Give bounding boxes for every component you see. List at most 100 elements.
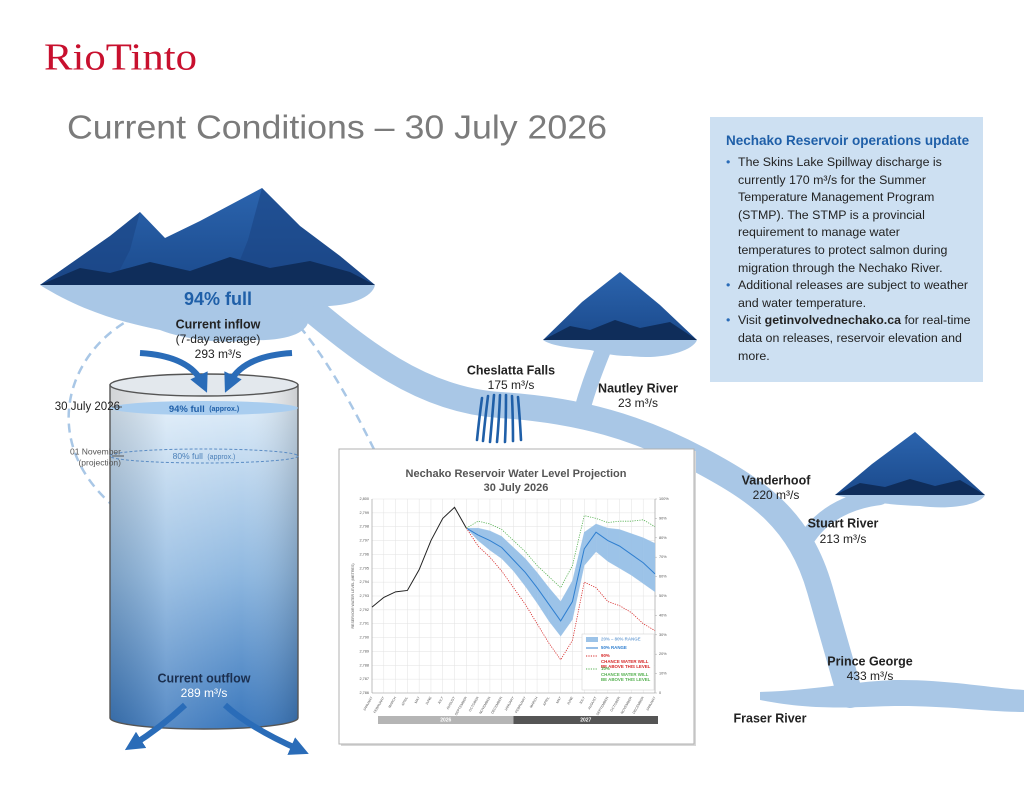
x-tick-label: JUNE xyxy=(425,695,433,705)
range-band xyxy=(619,529,632,576)
location-name: Fraser River xyxy=(734,711,807,725)
y-tick-label: 2,793 xyxy=(359,594,369,598)
info-list: The Skins Lake Spillway discharge is cur… xyxy=(726,154,971,365)
y-tick-label: 2,791 xyxy=(359,622,369,626)
connector-dot xyxy=(286,311,294,319)
y-tick-label: 2,790 xyxy=(359,636,369,640)
location-flow: 23 m³/s xyxy=(618,396,658,410)
tank-top xyxy=(109,373,299,397)
x-tick-label: MARCH xyxy=(529,695,539,708)
mountain-base xyxy=(40,257,375,285)
legend-note: CHANCE WATER WILL BE ABOVE THIS LEVEL xyxy=(601,671,651,682)
chart: Nechako Reservoir Water Level Projection… xyxy=(351,468,669,724)
mountain xyxy=(835,432,985,495)
legend-box xyxy=(581,633,655,691)
y-tick-label: 2,796 xyxy=(359,552,369,556)
y2-tick-label: 50% xyxy=(659,594,667,598)
y-tick-label: 2,788 xyxy=(359,663,369,667)
location-flow: 433 m³/s xyxy=(847,669,894,683)
y-tick-label: 2,792 xyxy=(359,608,369,612)
year-bar xyxy=(513,716,658,724)
location-flow: 220 m³/s xyxy=(753,488,800,502)
y-tick-label: 2,789 xyxy=(359,649,369,653)
projected-level-note: (approx.) xyxy=(207,454,235,461)
location-flow: 213 m³/s xyxy=(820,532,867,546)
projected-level-label: 80% full (approx.) xyxy=(173,448,236,465)
y2-tick-label: 80% xyxy=(659,536,667,540)
x-tick-label: MAY xyxy=(414,695,421,704)
info-title: Nechako Reservoir operations update xyxy=(726,133,970,148)
flow-arrows xyxy=(124,350,309,755)
y-tick-label: 2,787 xyxy=(359,677,369,681)
y-tick-label: 2,795 xyxy=(359,566,369,570)
x-tick-label: AUGUST xyxy=(446,696,457,710)
y-tick-label: 2,800 xyxy=(359,497,369,501)
y2-tick-label: 20% xyxy=(659,652,667,656)
current-date: 30 July 2026 xyxy=(55,401,120,413)
projected-level xyxy=(109,448,299,464)
lake xyxy=(543,340,697,358)
y-axis-label: RESERVOIR WATER LEVEL (METRES) xyxy=(351,563,355,628)
y2-tick-label: 10% xyxy=(659,672,667,676)
logo: RioTinto xyxy=(44,37,197,79)
waterfall xyxy=(475,393,523,444)
x-tick-label: MAY xyxy=(555,695,562,704)
location-name: Cheslatta Falls xyxy=(467,363,555,377)
y-tick-label: 2,799 xyxy=(359,511,369,515)
location-name: Stuart River xyxy=(808,516,879,530)
x-tick-label: APRIL xyxy=(542,696,550,707)
y-tick-label: 2,798 xyxy=(359,525,369,529)
projected-level-value: 80% full xyxy=(173,451,203,461)
y2-tick-label: 100% xyxy=(659,497,669,501)
inflow-value: 293 m³/s xyxy=(195,347,242,361)
mountain-shade xyxy=(40,188,375,285)
series-line xyxy=(466,515,656,589)
fraser-river xyxy=(760,680,1024,712)
y-tick-label: 2,794 xyxy=(359,580,369,584)
current-level-value: 94% full xyxy=(169,404,205,415)
y2-tick-label: 70% xyxy=(659,555,667,559)
series-line xyxy=(466,527,656,622)
x-tick-label: JUNE xyxy=(566,695,574,705)
current-level-note: (approx.) xyxy=(209,406,239,413)
mountain-base xyxy=(835,479,985,495)
y2-tick-label: 30% xyxy=(659,633,667,637)
outflow-label: Current outflow xyxy=(157,671,250,685)
nautley-river xyxy=(574,337,613,418)
legend-swatch xyxy=(586,637,598,642)
y-tick-label: 2,786 xyxy=(359,691,369,695)
info-bullet: Additional releases are subject to weath… xyxy=(726,277,971,312)
info-box: Nechako Reservoir operations update The … xyxy=(710,117,983,382)
location-name: Prince George xyxy=(827,654,912,668)
projection-note: (projection) xyxy=(78,457,121,467)
y2-tick-label: 0 xyxy=(659,691,661,695)
x-tick-label: JANUARY xyxy=(362,695,374,711)
chart-subtitle: 30 July 2026 xyxy=(484,482,549,494)
range-band xyxy=(607,527,620,569)
x-tick-label: JANUARY xyxy=(504,695,516,711)
x-tick-label: JULY xyxy=(437,695,445,705)
reservoir-status: 94% full xyxy=(184,289,252,309)
x-tick-label: JULY xyxy=(578,695,586,705)
info-text: Visit xyxy=(738,313,762,328)
current-level-label: 94% full (approx.) xyxy=(169,400,239,417)
location-name: Nautley River xyxy=(598,381,678,395)
series-line xyxy=(371,506,467,608)
legend-note: CHANCE WATER WILL BE ABOVE THIS LEVEL xyxy=(601,658,651,669)
legend-note-box: CHANCE WATER WILL BE ABOVE THIS LEVEL xyxy=(601,658,651,669)
x-tick-label: APRIL xyxy=(401,696,409,707)
series-line xyxy=(465,527,656,661)
mountain xyxy=(543,272,697,340)
mountain-base xyxy=(543,320,697,340)
year-label: 2026 xyxy=(440,717,451,723)
x-tick-label: MARCH xyxy=(388,695,398,708)
info-link[interactable]: getinvolvednechako.ca xyxy=(764,313,901,328)
page-title: Current Conditions – 30 July 2026 xyxy=(67,109,607,146)
legend-note-box: CHANCE WATER WILL BE ABOVE THIS LEVEL xyxy=(601,671,651,682)
info-text: for real-time data on releases, reservoi… xyxy=(738,313,971,363)
legend-label: 90% xyxy=(601,653,610,658)
range-band xyxy=(643,537,656,593)
lake xyxy=(835,495,985,508)
